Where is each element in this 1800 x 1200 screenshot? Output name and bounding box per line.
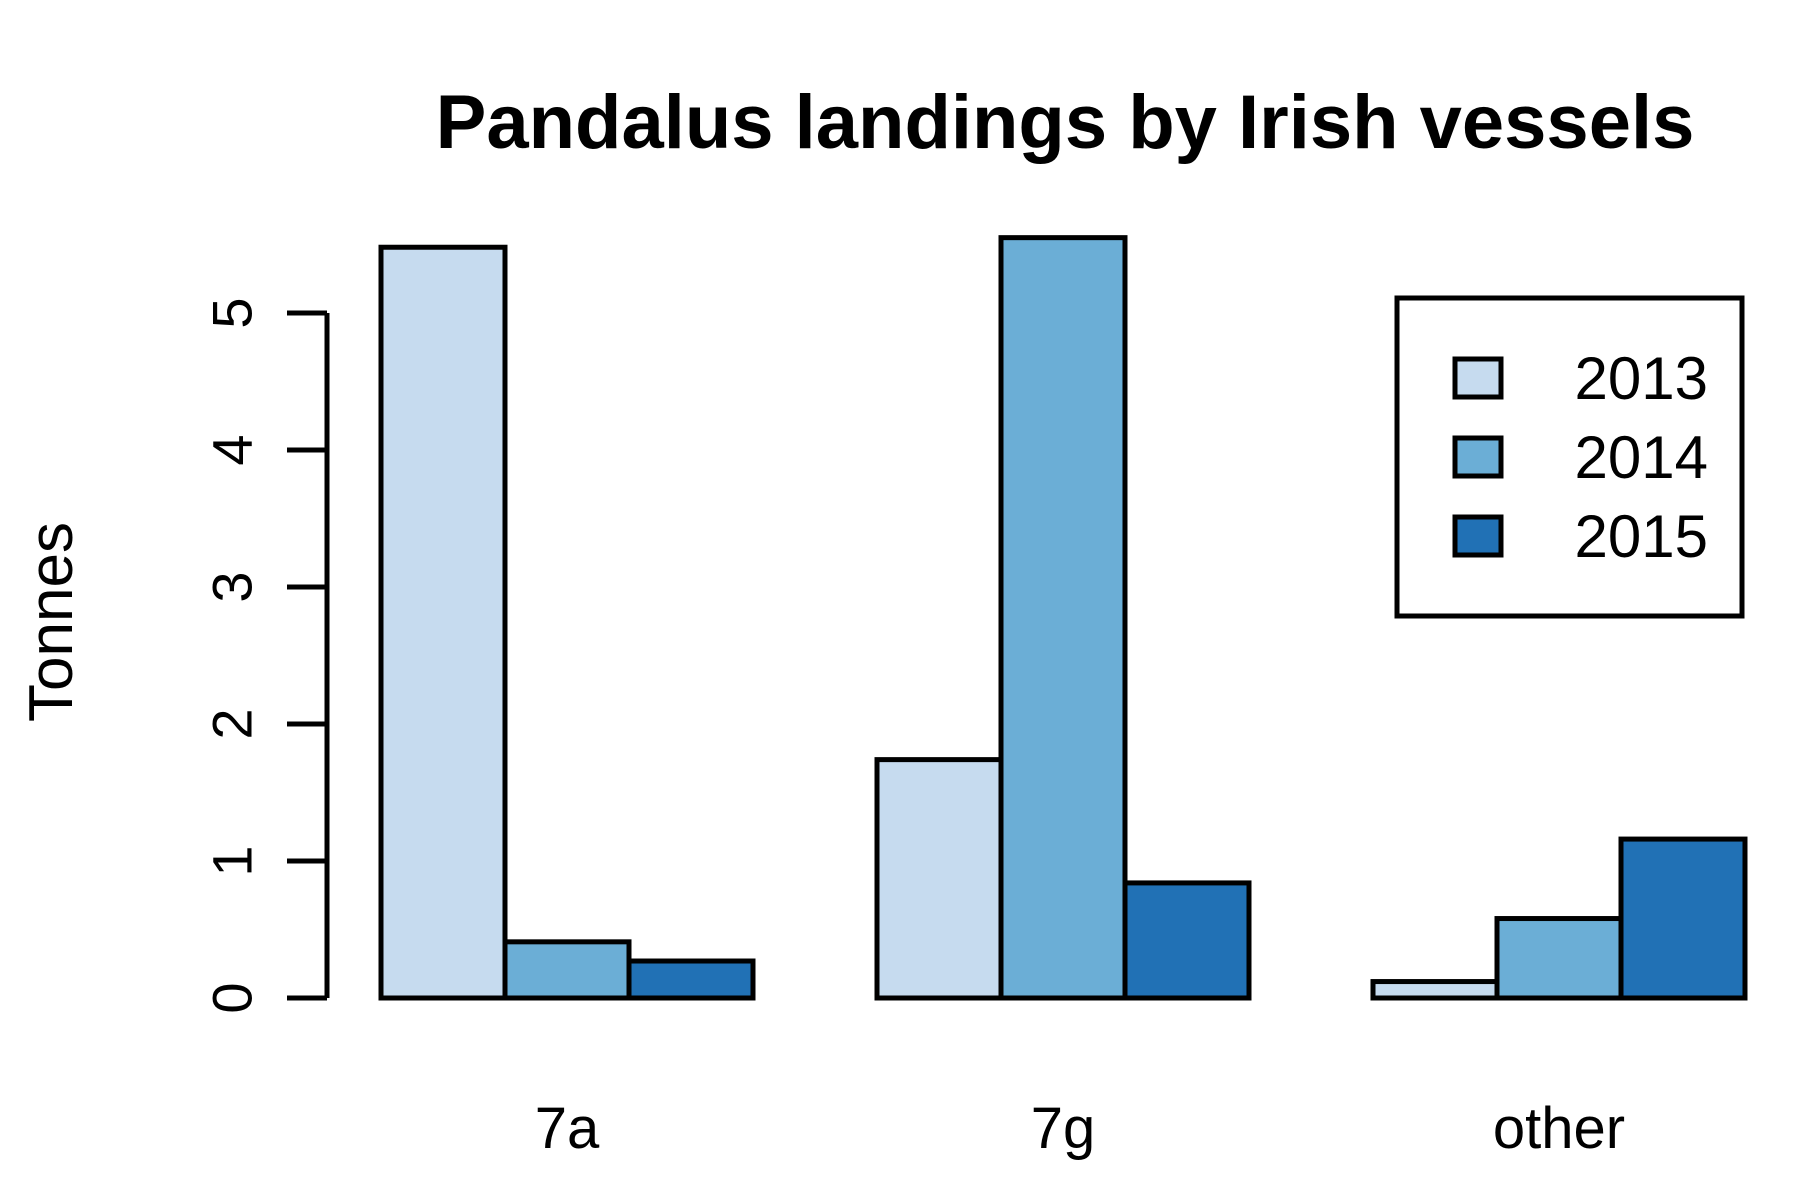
y-tick-label: 4 — [201, 434, 264, 465]
bar-other-2014 — [1494, 916, 1624, 1001]
bar-7g-2015 — [1122, 880, 1252, 1001]
bars — [378, 235, 1748, 1001]
bar-other-2015 — [1618, 836, 1748, 1001]
legend-label-2015: 2015 — [1575, 503, 1708, 570]
category-label-7a: 7a — [535, 1096, 600, 1161]
y-axis: 0 1 2 3 4 5 — [201, 297, 330, 1014]
category-labels: 7a 7g other — [535, 1096, 1625, 1161]
chart-title: Pandalus landings by Irish vessels — [436, 80, 1695, 165]
y-axis-label: Tonnes — [17, 522, 86, 722]
bar-other-2013 — [1370, 979, 1500, 1001]
legend-swatch-2013 — [1452, 356, 1504, 400]
category-label-other: other — [1493, 1096, 1625, 1161]
bar-7a-2015 — [626, 958, 756, 1001]
y-tick-label: 3 — [201, 571, 264, 602]
legend-label-2014: 2014 — [1575, 424, 1708, 491]
y-tick-label: 1 — [201, 845, 264, 876]
y-tick-label: 0 — [201, 982, 264, 1013]
legend: 2013 2014 2015 — [1394, 295, 1745, 619]
y-tick-label: 2 — [201, 708, 264, 739]
legend-swatch-2015 — [1452, 514, 1504, 558]
bar-7g-2014 — [998, 235, 1128, 1001]
legend-swatch-2014 — [1452, 435, 1504, 479]
bar-7a-2013 — [378, 244, 508, 1001]
bar-7g-2013 — [874, 757, 1004, 1001]
legend-label-2013: 2013 — [1575, 345, 1708, 412]
y-tick-label: 5 — [201, 297, 264, 328]
bar-7a-2014 — [502, 939, 632, 1001]
category-label-7g: 7g — [1031, 1096, 1096, 1161]
